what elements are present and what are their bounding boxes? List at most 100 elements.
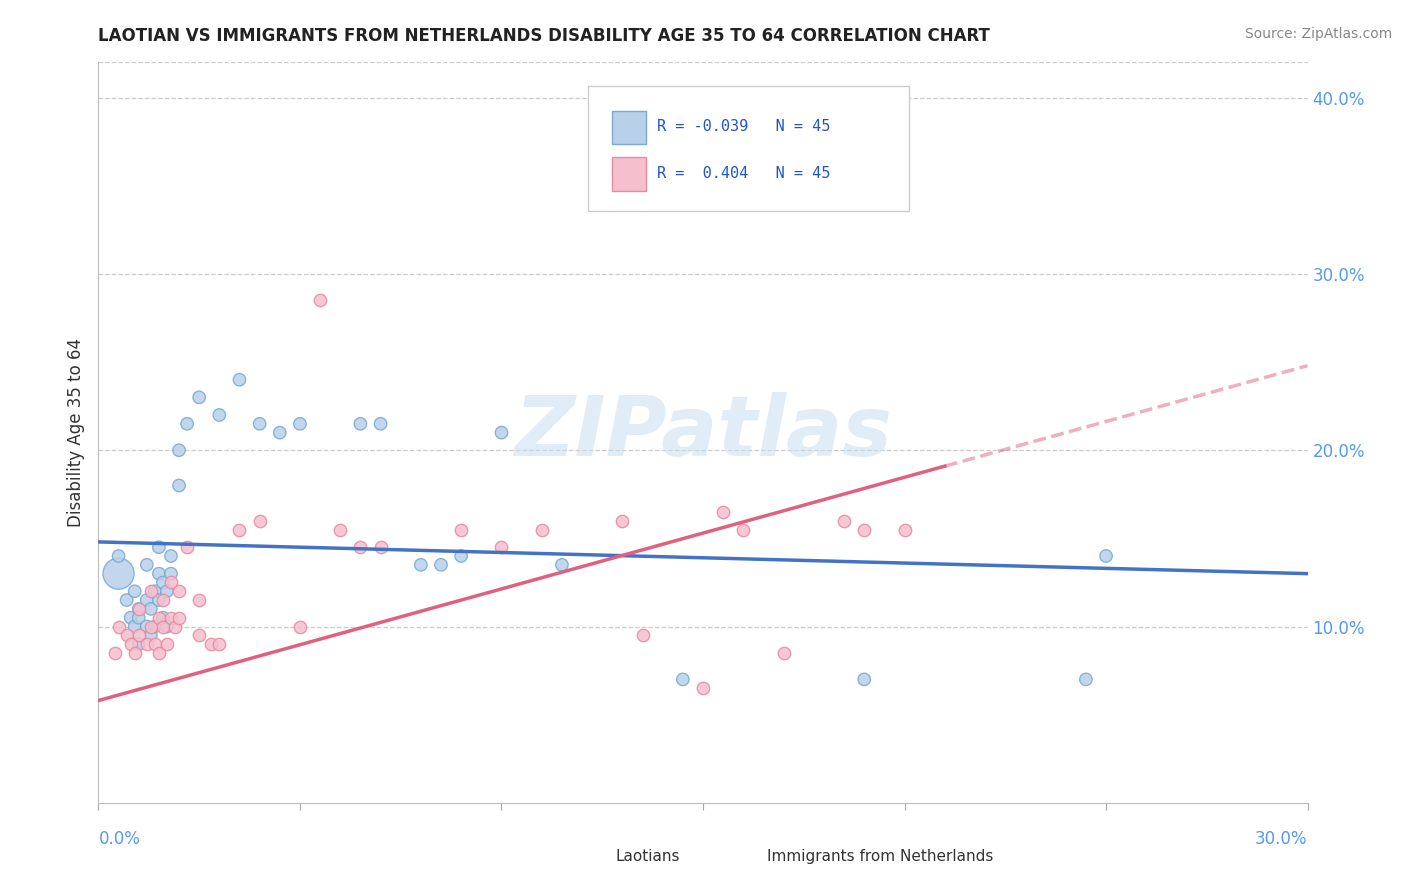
Point bbox=[188, 390, 211, 404]
Point bbox=[160, 566, 183, 581]
Point bbox=[167, 443, 190, 458]
Text: ZIPatlas: ZIPatlas bbox=[515, 392, 891, 473]
Text: Laotians: Laotians bbox=[616, 848, 681, 863]
Point bbox=[124, 584, 146, 599]
Text: Source: ZipAtlas.com: Source: ZipAtlas.com bbox=[1244, 27, 1392, 41]
Point bbox=[152, 619, 174, 633]
Point bbox=[148, 540, 170, 554]
Point bbox=[120, 610, 142, 624]
Point bbox=[139, 602, 162, 616]
Point bbox=[733, 523, 755, 537]
Point bbox=[370, 417, 392, 431]
Point bbox=[228, 523, 250, 537]
Text: 30.0%: 30.0% bbox=[1256, 830, 1308, 847]
Point bbox=[349, 417, 371, 431]
Point bbox=[409, 558, 432, 572]
Point bbox=[128, 602, 150, 616]
Point bbox=[631, 628, 654, 642]
Point bbox=[176, 417, 198, 431]
Bar bbox=[613, 111, 647, 144]
Point bbox=[135, 637, 157, 651]
Point bbox=[309, 293, 332, 308]
Point bbox=[167, 610, 190, 624]
Point bbox=[692, 681, 714, 696]
Point bbox=[188, 593, 211, 607]
Point bbox=[612, 514, 634, 528]
Point bbox=[156, 619, 179, 633]
Point bbox=[249, 514, 271, 528]
Bar bbox=[734, 845, 759, 867]
Point bbox=[152, 575, 174, 590]
Text: 0.0%: 0.0% bbox=[98, 830, 141, 847]
Point bbox=[1074, 673, 1097, 687]
Point bbox=[124, 646, 146, 660]
FancyBboxPatch shape bbox=[588, 87, 908, 211]
Point bbox=[135, 619, 157, 633]
Point bbox=[430, 558, 453, 572]
Point bbox=[128, 637, 150, 651]
Point bbox=[107, 549, 129, 563]
Point bbox=[200, 637, 222, 651]
Point bbox=[152, 593, 174, 607]
Point bbox=[128, 610, 150, 624]
Text: LAOTIAN VS IMMIGRANTS FROM NETHERLANDS DISABILITY AGE 35 TO 64 CORRELATION CHART: LAOTIAN VS IMMIGRANTS FROM NETHERLANDS D… bbox=[98, 27, 990, 45]
Point bbox=[208, 637, 231, 651]
Point bbox=[135, 558, 157, 572]
Point bbox=[176, 540, 198, 554]
Point bbox=[139, 619, 162, 633]
Point bbox=[208, 408, 231, 422]
Y-axis label: Disability Age 35 to 64: Disability Age 35 to 64 bbox=[66, 338, 84, 527]
Point bbox=[143, 584, 166, 599]
Point bbox=[288, 619, 311, 633]
Point bbox=[107, 619, 129, 633]
Point bbox=[288, 417, 311, 431]
Text: R =  0.404   N = 45: R = 0.404 N = 45 bbox=[657, 166, 831, 181]
Point bbox=[249, 417, 271, 431]
Point bbox=[152, 610, 174, 624]
Point bbox=[370, 540, 392, 554]
Point bbox=[349, 540, 371, 554]
Point bbox=[124, 619, 146, 633]
Text: Immigrants from Netherlands: Immigrants from Netherlands bbox=[768, 848, 994, 863]
Point bbox=[1095, 549, 1118, 563]
Point bbox=[128, 628, 150, 642]
Point bbox=[103, 646, 125, 660]
Point bbox=[143, 619, 166, 633]
Point bbox=[115, 628, 138, 642]
Point bbox=[148, 610, 170, 624]
Point bbox=[139, 628, 162, 642]
Point bbox=[893, 523, 915, 537]
Point bbox=[163, 619, 186, 633]
Bar bbox=[582, 845, 609, 867]
Point bbox=[135, 593, 157, 607]
Point bbox=[160, 610, 183, 624]
Point bbox=[228, 373, 250, 387]
Point bbox=[167, 584, 190, 599]
Point bbox=[530, 523, 553, 537]
Point bbox=[491, 425, 513, 440]
Point bbox=[156, 584, 179, 599]
Point bbox=[128, 602, 150, 616]
Point bbox=[120, 637, 142, 651]
Point bbox=[491, 540, 513, 554]
Point bbox=[107, 566, 129, 581]
Point bbox=[148, 593, 170, 607]
Point bbox=[853, 523, 876, 537]
Point bbox=[772, 646, 794, 660]
Point bbox=[143, 637, 166, 651]
Point bbox=[148, 646, 170, 660]
Point bbox=[853, 673, 876, 687]
Point bbox=[160, 549, 183, 563]
Bar bbox=[613, 157, 647, 191]
Point bbox=[551, 558, 574, 572]
Point bbox=[188, 628, 211, 642]
Point bbox=[160, 575, 183, 590]
Point bbox=[711, 505, 734, 519]
Point bbox=[269, 425, 291, 440]
Point bbox=[139, 584, 162, 599]
Point bbox=[148, 566, 170, 581]
Point bbox=[115, 593, 138, 607]
Point bbox=[167, 478, 190, 492]
Point bbox=[832, 514, 855, 528]
Point bbox=[450, 523, 472, 537]
